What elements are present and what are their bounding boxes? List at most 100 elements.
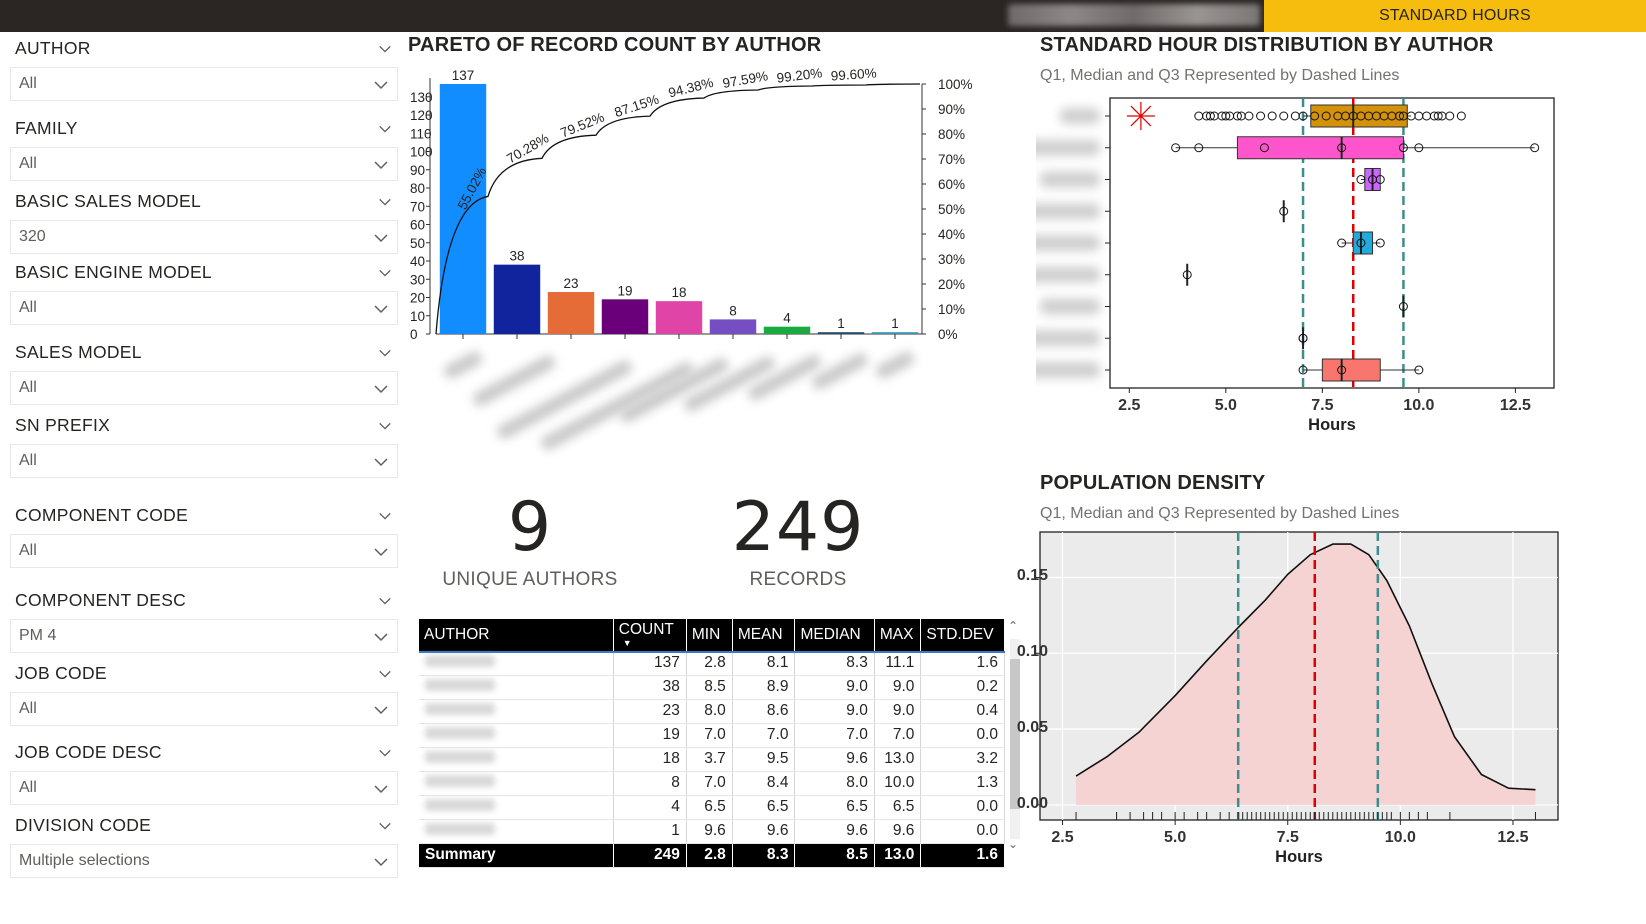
y2-tick-label: 100%	[938, 77, 973, 92]
tab-standard-hours[interactable]: STANDARD HOURS	[1264, 0, 1646, 32]
table-row[interactable]: 23 8.0 8.6 9.0 9.0 0.4	[419, 699, 1005, 724]
boxplot-subtitle: Q1, Median and Q3 Represented by Dashed …	[1040, 67, 1400, 84]
column-header[interactable]: MEAN	[732, 619, 796, 651]
slicer-dropdown[interactable]: All	[10, 67, 398, 101]
cumulative-label: 87.15%	[613, 92, 661, 120]
slicer-dropdown[interactable]: All	[10, 444, 398, 478]
collapse-chevron-icon[interactable]	[378, 509, 392, 523]
collapse-chevron-icon[interactable]	[378, 746, 392, 760]
slicer-value: 320	[19, 228, 46, 245]
collapse-chevron-icon[interactable]	[378, 42, 392, 56]
chevron-down-icon[interactable]	[373, 381, 389, 397]
slicer-dropdown[interactable]: All	[10, 771, 398, 805]
collapse-chevron-icon[interactable]	[378, 419, 392, 433]
slicer-dropdown[interactable]: All	[10, 291, 398, 325]
table-row[interactable]: 18 3.7 9.5 9.6 13.0 3.2	[419, 747, 1005, 772]
cumulative-label: 97.59%	[721, 68, 769, 91]
table-cell: 2.8	[686, 651, 733, 676]
table-cell: 0.4	[920, 699, 1005, 724]
table-cell: 8.0	[686, 699, 733, 724]
table-cell: 8	[613, 771, 687, 796]
table-cell: 6.5	[732, 795, 796, 820]
collapse-chevron-icon[interactable]	[378, 667, 392, 681]
slicer-label: JOB CODE DESC	[15, 742, 162, 762]
author-cell	[419, 651, 614, 676]
column-header[interactable]: MEDIAN	[794, 619, 875, 651]
redacted-author-label	[1040, 298, 1100, 315]
records-value: 249	[731, 488, 865, 567]
slicer-dropdown[interactable]: All	[10, 371, 398, 405]
x-tick-label: 10.0	[1385, 829, 1416, 846]
collapse-chevron-icon[interactable]	[378, 819, 392, 833]
chevron-down-icon[interactable]	[373, 301, 389, 317]
data-point	[1279, 206, 1289, 216]
table-row[interactable]: 1 9.6 9.6 9.6 9.6 0.0	[419, 819, 1005, 844]
author-cell	[419, 771, 614, 796]
y-tick-label: 60	[410, 218, 425, 233]
data-point	[1205, 111, 1215, 121]
redacted-tab[interactable]	[1008, 4, 1260, 26]
sort-descending-icon[interactable]: ▼	[622, 638, 632, 648]
y2-tick-label: 0%	[938, 327, 958, 342]
chevron-down-icon[interactable]	[373, 454, 389, 470]
bar-value-label: 4	[783, 311, 791, 326]
slicer-dropdown[interactable]: All	[10, 534, 398, 568]
bar-value-label: 1	[891, 316, 899, 331]
chevron-down-icon[interactable]	[373, 77, 389, 93]
data-point	[1244, 111, 1254, 121]
collapse-chevron-icon[interactable]	[378, 122, 392, 136]
collapse-chevron-icon[interactable]	[378, 346, 392, 360]
author-stats-table: AUTHOR COUNT ▼ MIN MEAN MEDIAN MAX STD.DEV 137 2…	[419, 619, 1005, 868]
data-point	[1414, 365, 1424, 375]
table-cell: 1.6	[920, 651, 1005, 676]
slicer-dropdown[interactable]: 320	[10, 220, 398, 254]
table-row[interactable]: 4 6.5 6.5 6.5 6.5 0.0	[419, 795, 1005, 820]
table-cell: 23	[613, 699, 687, 724]
chevron-down-icon[interactable]	[373, 854, 389, 870]
table-row[interactable]: 19 7.0 7.0 7.0 7.0 0.0	[419, 723, 1005, 748]
column-header[interactable]: COUNT ▼	[613, 619, 687, 651]
slicer-value: All	[19, 75, 37, 92]
column-header[interactable]: MIN	[686, 619, 733, 651]
table-row[interactable]: 38 8.5 8.9 9.0 9.0 0.2	[419, 675, 1005, 700]
data-point	[1194, 143, 1204, 153]
scroll-down-icon[interactable]: ⌄	[1008, 837, 1019, 851]
column-header[interactable]: AUTHOR	[419, 619, 614, 651]
table-cell: 8.3	[794, 651, 875, 676]
chevron-down-icon[interactable]	[373, 230, 389, 246]
redacted-category-label	[684, 356, 775, 412]
chevron-down-icon[interactable]	[373, 702, 389, 718]
table-cell: 9.0	[874, 675, 922, 700]
table-scrollbar[interactable]: ⌃ ⌄	[1008, 619, 1022, 851]
chevron-down-icon[interactable]	[373, 544, 389, 560]
data-point	[1414, 143, 1424, 153]
x-tick-label: 2.5	[1051, 829, 1073, 846]
slicer-dropdown[interactable]: Multiple selections	[10, 844, 398, 878]
scroll-up-icon[interactable]: ⌃	[1008, 619, 1019, 633]
chevron-down-icon[interactable]	[373, 157, 389, 173]
column-header[interactable]: STD.DEV	[920, 619, 1005, 651]
data-point	[1356, 238, 1366, 248]
collapse-chevron-icon[interactable]	[378, 266, 392, 280]
y-tick-label: 70	[410, 199, 425, 214]
data-point	[1321, 111, 1331, 121]
collapse-chevron-icon[interactable]	[378, 195, 392, 209]
slicer-label: AUTHOR	[15, 38, 91, 58]
chevron-down-icon[interactable]	[373, 781, 389, 797]
summary-cell: Summary	[419, 843, 614, 868]
redacted-author-label	[1036, 203, 1100, 220]
table-row[interactable]: 137 2.8 8.1 8.3 11.1 1.6	[419, 651, 1005, 676]
redacted-author	[425, 679, 495, 691]
table-cell: 6.5	[686, 795, 733, 820]
table-cell: 7.0	[732, 723, 796, 748]
table-cell: 0.0	[920, 819, 1005, 844]
table-row[interactable]: 8 7.0 8.4 8.0 10.0 1.3	[419, 771, 1005, 796]
slicer-label: COMPONENT CODE	[15, 505, 189, 525]
slicer-dropdown[interactable]: All	[10, 692, 398, 726]
slicer-dropdown[interactable]: PM 4	[10, 619, 398, 653]
collapse-chevron-icon[interactable]	[378, 594, 392, 608]
slicer-dropdown[interactable]: All	[10, 147, 398, 181]
chevron-down-icon[interactable]	[373, 629, 389, 645]
scrollbar-thumb[interactable]	[1010, 659, 1020, 809]
column-header[interactable]: MAX	[874, 619, 922, 651]
